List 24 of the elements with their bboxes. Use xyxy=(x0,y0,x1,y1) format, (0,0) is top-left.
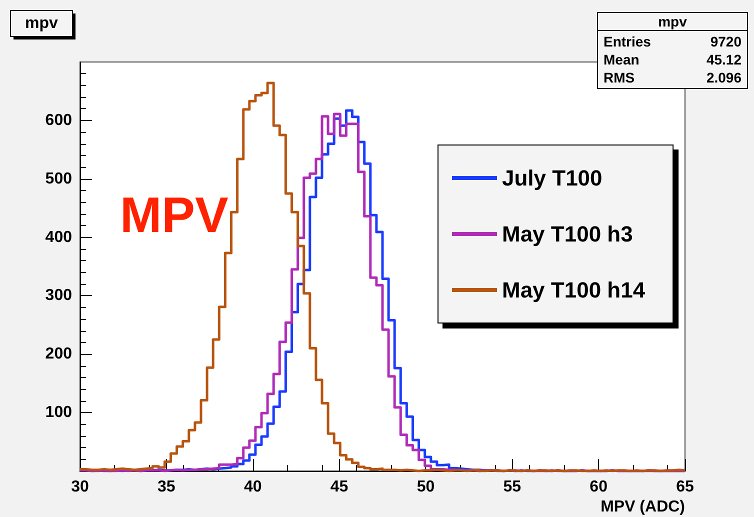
y-tick-label: 100 xyxy=(45,404,72,422)
text: Entries 9720 xyxy=(604,34,742,50)
x-tick-label: 30 xyxy=(71,478,89,496)
y-tick-label: 600 xyxy=(45,112,72,129)
x-tick-label: 55 xyxy=(503,478,522,496)
x-tick-label: 40 xyxy=(244,478,262,496)
text: RMS 2.096 xyxy=(604,70,742,86)
chart-title: mpv xyxy=(25,15,58,32)
legend-label: May T100 h3 xyxy=(502,222,633,246)
text: Mean 45.12 xyxy=(604,52,742,68)
x-tick-label: 60 xyxy=(590,478,608,496)
x-tick-label: 50 xyxy=(416,478,435,496)
annotation: MPV xyxy=(120,187,229,243)
x-tick-label: 35 xyxy=(158,478,176,496)
legend-label: May T100 h14 xyxy=(502,278,646,302)
legend-label: July T100 xyxy=(502,166,602,190)
y-tick-label: 400 xyxy=(45,228,72,246)
x-tick-label: 45 xyxy=(330,478,348,496)
text: mpv xyxy=(658,14,688,30)
x-tick-label: 65 xyxy=(676,478,694,496)
y-tick-label: 500 xyxy=(45,170,72,188)
y-tick-label: 200 xyxy=(45,346,72,363)
x-axis-title: MPV (ADC) xyxy=(600,498,685,516)
y-tick-label: 300 xyxy=(45,287,72,304)
